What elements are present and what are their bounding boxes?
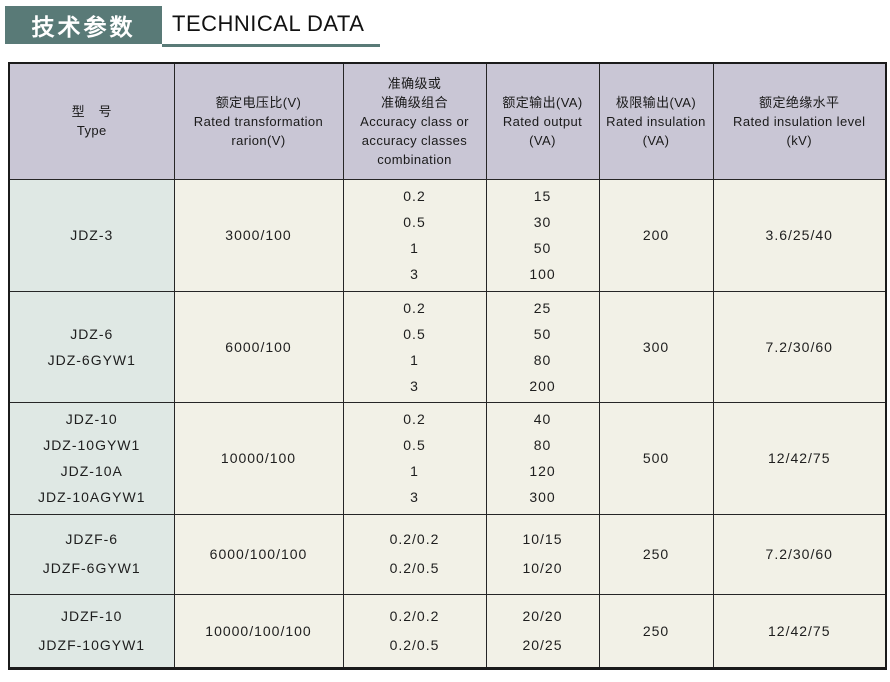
title-english-underline: TECHNICAL DATA [162,4,380,47]
output-cell: 25 50 80 200 [485,290,600,403]
column-header-insulation: 额定绝缘水平 Rated insulation level (kV) [712,62,887,180]
column-header-type: 型 号 Type [8,62,175,180]
column-header-ratio: 额定电压比(V) Rated transformation rarion(V) [173,62,344,180]
limit-cell: 250 [598,593,714,669]
ratio-cell: 10000/100/100 [173,593,344,669]
limit-cell: 250 [598,513,714,595]
table-row: JDZ-3 3000/100 0.2 0.5 1 3 15 30 50 100 200 3.… [8,178,887,292]
limit-cell: 200 [598,178,714,292]
type-cell: JDZ-3 [8,178,175,292]
insulation-cell: 12/42/75 [712,593,887,669]
ratio-cell: 6000/100/100 [173,513,344,595]
title-chinese-block: 技术参数 [5,6,162,44]
accuracy-cell: 0.2 0.5 1 3 [342,178,487,292]
table-row: JDZF-6 JDZF-6GYW1 6000/100/100 0.2/0.2 0.2… [8,513,887,595]
insulation-cell: 7.2/30/60 [712,290,887,403]
insulation-cell: 7.2/30/60 [712,513,887,595]
header-row: 型 号 Type 额定电压比(V) Rated transformation rari… [8,62,887,180]
column-header-accuracy: 准确级或 准确级组合 Accuracy class or accuracy class… [342,62,487,180]
accuracy-cell: 0.2/0.2 0.2/0.5 [342,513,487,595]
column-header-output: 额定输出(VA) Rated output (VA) [485,62,600,180]
type-cell: JDZF-6 JDZF-6GYW1 [8,513,175,595]
accuracy-cell: 0.2 0.5 1 3 [342,290,487,403]
ratio-cell: 3000/100 [173,178,344,292]
ratio-cell: 6000/100 [173,290,344,403]
limit-cell: 500 [598,401,714,515]
table-row: JDZF-10 JDZF-10GYW1 10000/100/100 0.2/0.2… [8,593,887,669]
title-english: TECHNICAL DATA [172,11,365,36]
type-cell: JDZF-10 JDZF-10GYW1 [8,593,175,669]
output-cell: 40 80 120 300 [485,401,600,515]
output-cell: 20/20 20/25 [485,593,600,669]
accuracy-cell: 0.2 0.5 1 3 [342,401,487,515]
title-chinese: 技术参数 [31,14,136,40]
type-cell: JDZ-10 JDZ-10GYW1 JDZ-10A JDZ-10AGYW1 [8,401,175,515]
column-header-limit: 极限输出(VA) Rated insulation (VA) [598,62,714,180]
ratio-cell: 10000/100 [173,401,344,515]
table-row: JDZ-6 JDZ-6GYW1 6000/100 0.2 0.5 1 3 25 50 80 2… [8,290,887,403]
table-row: JDZ-10 JDZ-10GYW1 JDZ-10A JDZ-10AGYW1 10000… [8,401,887,515]
insulation-cell: 3.6/25/40 [712,178,887,292]
type-cell: JDZ-6 JDZ-6GYW1 [8,290,175,403]
technical-data-table: 型 号 Type 额定电压比(V) Rated transformation rari… [8,62,887,670]
limit-cell: 300 [598,290,714,403]
accuracy-cell: 0.2/0.2 0.2/0.5 [342,593,487,669]
output-cell: 15 30 50 100 [485,178,600,292]
output-cell: 10/15 10/20 [485,513,600,595]
insulation-cell: 12/42/75 [712,401,887,515]
